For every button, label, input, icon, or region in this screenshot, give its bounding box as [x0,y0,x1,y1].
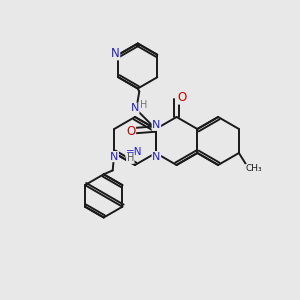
Text: H: H [140,100,148,110]
Text: N: N [110,152,118,162]
Text: O: O [177,91,187,104]
Text: O: O [126,125,136,138]
Text: H: H [127,153,134,164]
Text: N: N [111,47,120,60]
Text: CH₃: CH₃ [246,164,262,173]
Text: N: N [130,103,139,113]
Text: =N: =N [126,146,142,157]
Text: N: N [152,120,160,130]
Text: N: N [152,152,160,162]
